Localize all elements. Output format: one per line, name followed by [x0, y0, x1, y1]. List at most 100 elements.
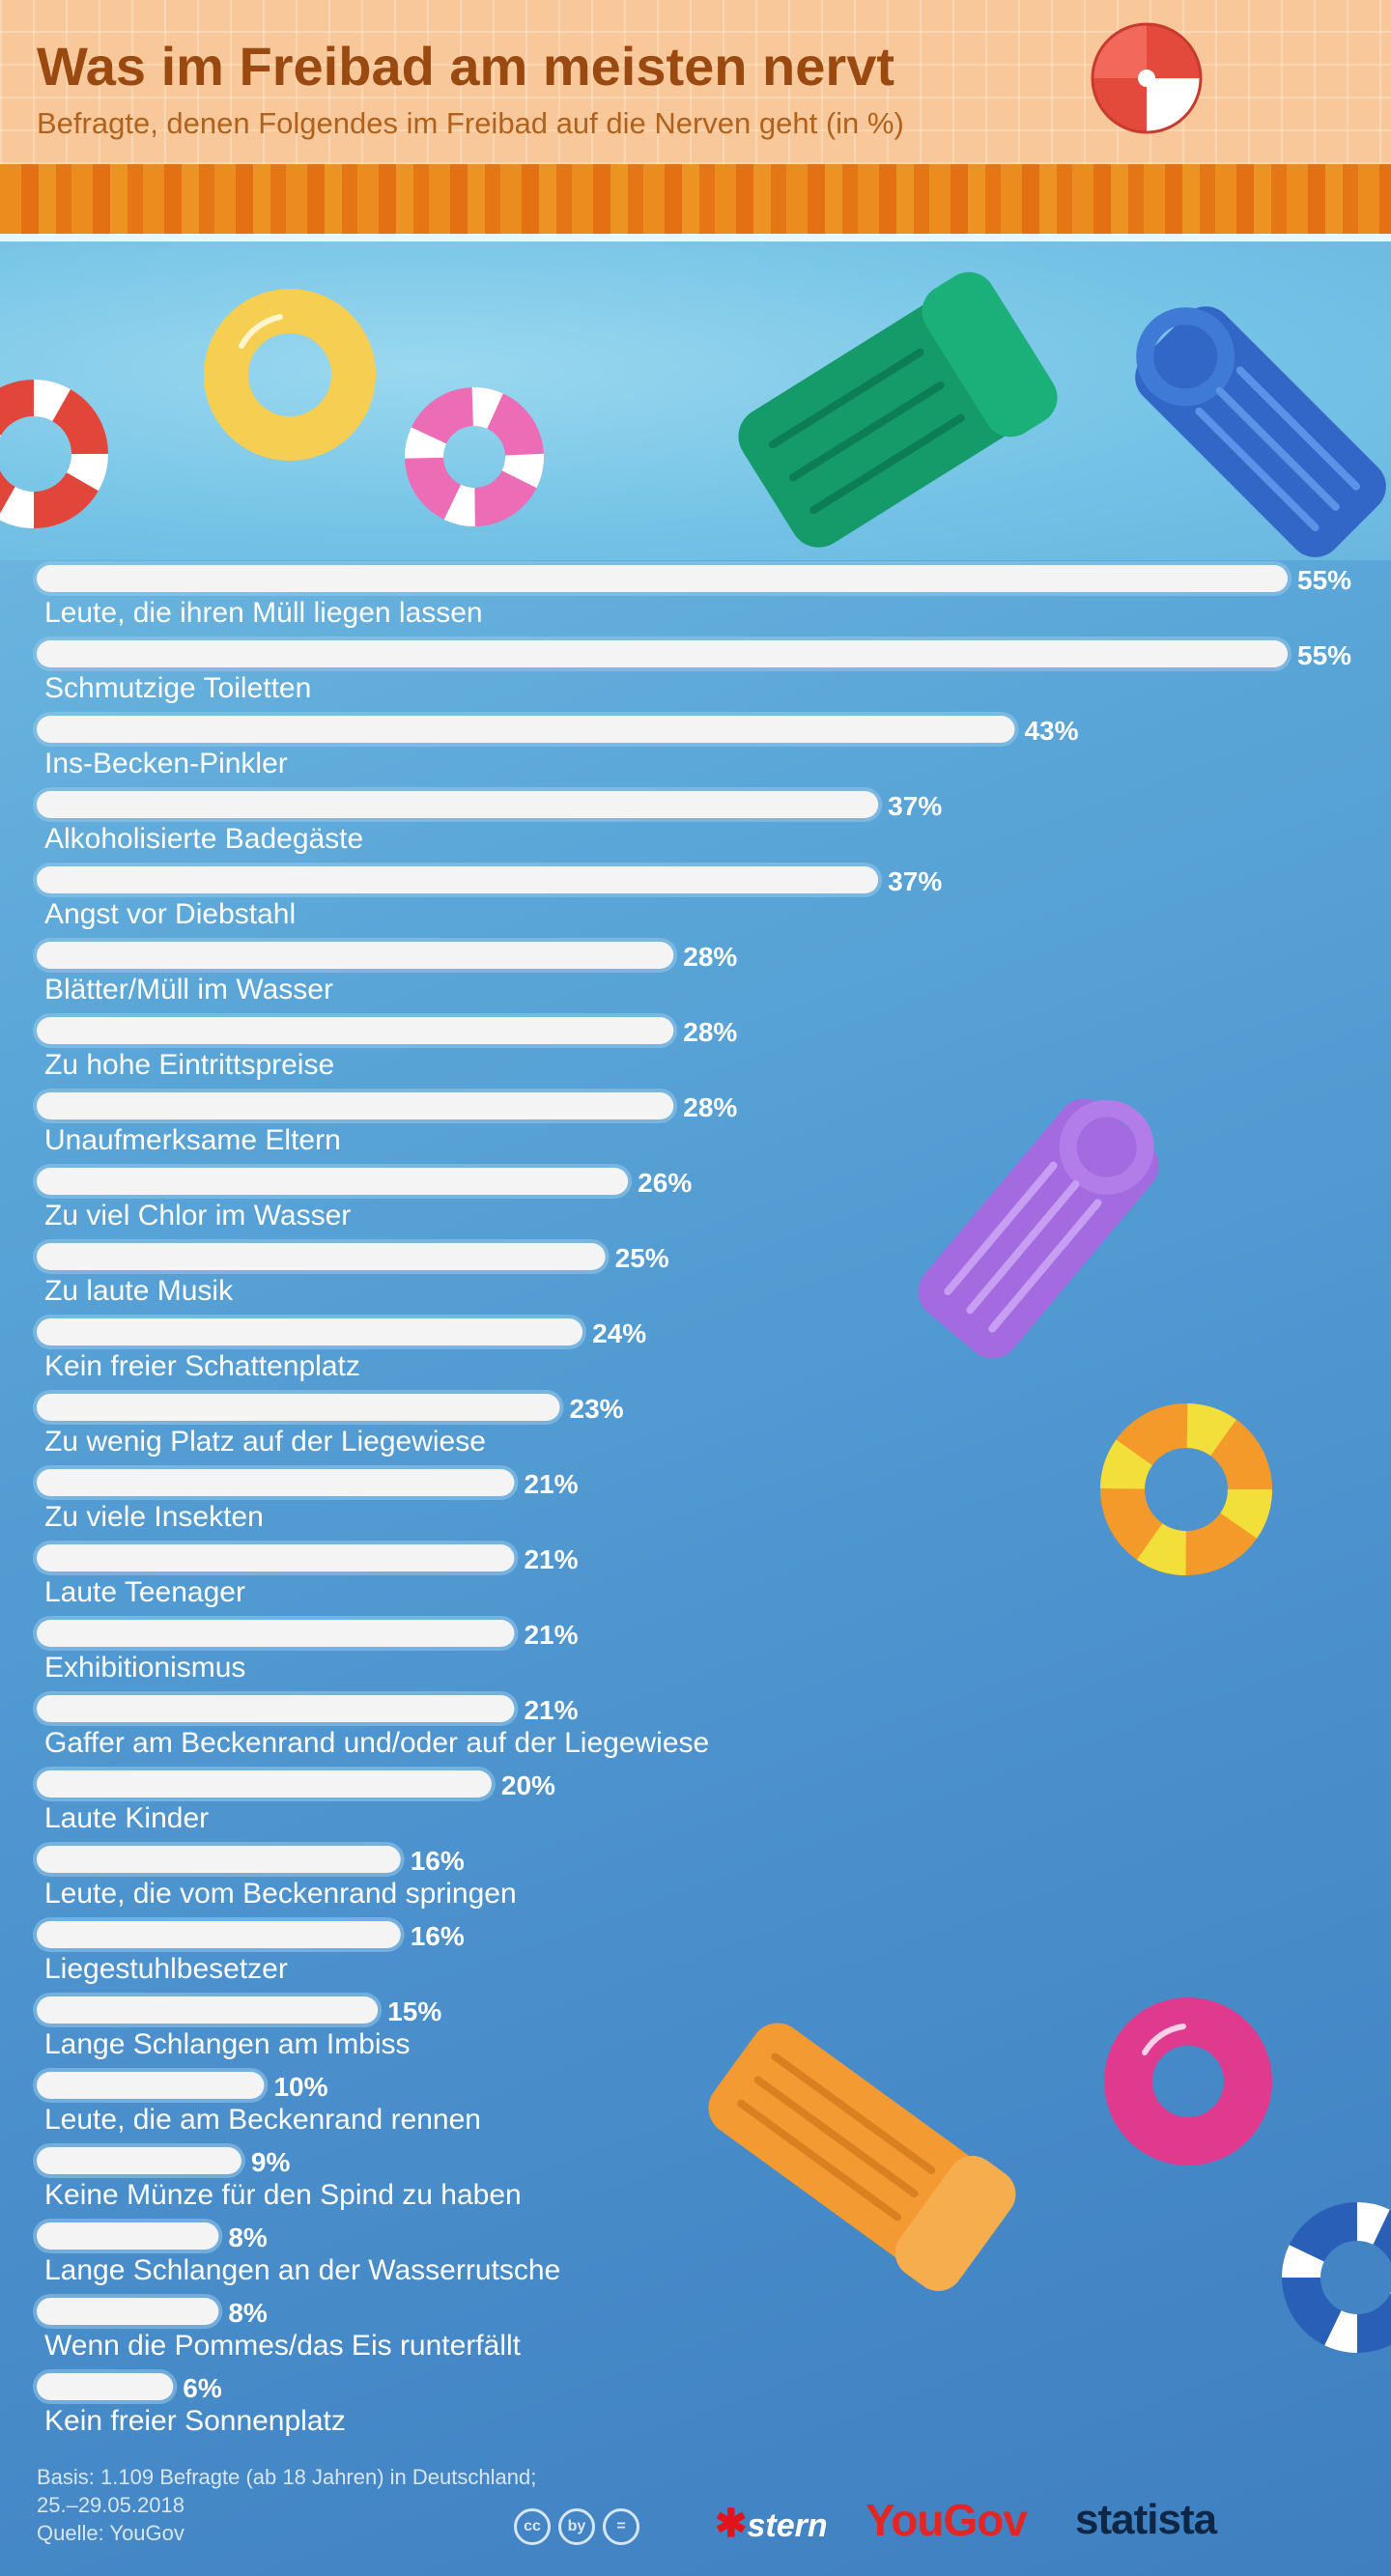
- category-label: Zu hohe Eintrittspreise: [44, 1049, 334, 1081]
- bar: [37, 1092, 674, 1119]
- bar-row: 20% Laute Kinder: [33, 1767, 555, 1834]
- bar: [37, 2298, 219, 2325]
- value-label: 16%: [411, 1846, 465, 1876]
- bar-row: 21% Zu viele Insekten: [33, 1465, 579, 1533]
- bar-row: 8%Lange Schlangen an der Wasserrutsche: [33, 2219, 560, 2286]
- bar-row: 28% Unaufmerksame Eltern: [33, 1089, 737, 1156]
- stern-logo: ✱stern: [715, 2502, 828, 2546]
- category-label: Exhibitionismus: [44, 1652, 245, 1684]
- value-label: 23%: [570, 1394, 624, 1424]
- bar: [37, 1770, 492, 1798]
- category-label: Zu viele Insekten: [44, 1501, 264, 1533]
- bar-row: 25% Zu laute Musik: [33, 1239, 669, 1307]
- category-label: Schmutzige Toiletten: [44, 672, 311, 704]
- bar: [37, 716, 1015, 743]
- bar: [37, 1168, 629, 1195]
- bar-row: 9%Keine Münze für den Spind zu haben: [33, 2143, 522, 2211]
- bar: [37, 1017, 674, 1044]
- value-label: 21%: [524, 1544, 578, 1574]
- bar-row: 28% Zu hohe Eintrittspreise: [33, 1013, 737, 1081]
- bar-row: 8%Wenn die Pommes/das Eis runterfällt: [33, 2294, 522, 2362]
- bar-row: 21%Gaffer am Beckenrand und/oder auf der…: [33, 1691, 709, 1759]
- value-label: 6%: [183, 2373, 222, 2403]
- bar: [37, 2147, 241, 2174]
- bar-row: 55% Schmutzige Toiletten: [33, 637, 1351, 704]
- bar-row: 21% Exhibitionismus: [33, 1616, 579, 1684]
- category-label: Laute Kinder: [44, 1802, 209, 1834]
- swim-ring-red-icon: [0, 380, 108, 528]
- swim-ring-pink-icon: [405, 387, 544, 526]
- category-label: Blätter/Müll im Wasser: [44, 974, 333, 1005]
- category-label: Laute Teenager: [44, 1576, 245, 1608]
- bar: [37, 1996, 379, 2024]
- stern-logo-text: stern: [747, 2507, 828, 2544]
- value-label: 8%: [228, 2298, 268, 2328]
- air-mattress-purple-icon: [918, 1098, 1159, 1359]
- value-label: 21%: [524, 1620, 578, 1650]
- swim-ring-blue-icon: [1282, 2202, 1391, 2353]
- category-label: Leute, die am Beckenrand rennen: [44, 2104, 481, 2136]
- category-label: Kein freier Schattenplatz: [44, 1350, 360, 1382]
- bar: [37, 1921, 401, 1948]
- no-derivatives-icon: =: [603, 2508, 639, 2545]
- bar: [37, 2222, 219, 2250]
- category-label: Alkoholisierte Badegäste: [44, 823, 363, 855]
- bar-row: 21% Laute Teenager: [33, 1541, 579, 1608]
- cc-icon: cc: [514, 2508, 551, 2545]
- value-label: 25%: [615, 1243, 669, 1273]
- bar: [37, 1620, 515, 1647]
- value-label: 55%: [1297, 565, 1351, 595]
- swim-ring-magenta-icon: [1104, 1997, 1272, 2166]
- bar: [37, 640, 1288, 667]
- chart-subtitle: Befragte, denen Folgendes im Freibad auf…: [37, 106, 904, 140]
- bar: [37, 866, 879, 893]
- air-mattress-green-icon: [738, 271, 1058, 548]
- category-label: Kein freier Sonnenplatz: [44, 2405, 346, 2437]
- statista-logo: statista: [1075, 2496, 1217, 2543]
- pool-tiles: [0, 164, 1391, 234]
- category-label: Wenn die Pommes/das Eis runterfällt: [44, 2330, 522, 2362]
- bar-chart: 55% Leute, die ihren Müll liegen lassen 55…: [33, 561, 1351, 2437]
- bar-row: 15%Lange Schlangen am Imbiss: [33, 1993, 441, 2060]
- swim-ring-yellow-icon: [204, 289, 376, 461]
- value-label: 28%: [683, 1092, 737, 1122]
- category-label: Keine Münze für den Spind zu haben: [44, 2179, 522, 2211]
- bar-row: 37% Alkoholisierte Badegäste: [33, 787, 942, 855]
- attribution-icon: by: [558, 2508, 595, 2545]
- bar-row: 10%Leute, die am Beckenrand rennen: [33, 2068, 481, 2136]
- beach-ball-icon: [1091, 22, 1203, 134]
- bar-row: 23% Zu wenig Platz auf der Liegewiese: [33, 1390, 624, 1458]
- category-label: Zu viel Chlor im Wasser: [44, 1200, 351, 1231]
- category-label: Leute, die ihren Müll liegen lassen: [44, 597, 483, 629]
- value-label: 10%: [273, 2072, 327, 2102]
- category-label: Angst vor Diebstahl: [44, 898, 296, 930]
- category-label: Unaufmerksame Eltern: [44, 1124, 341, 1156]
- footer-notes: Basis: 1.109 Befragte (ab 18 Jahren) in …: [37, 2463, 536, 2547]
- category-label: Lange Schlangen am Imbiss: [44, 2028, 411, 2060]
- value-label: 26%: [638, 1168, 692, 1198]
- bar-row: 43% Ins-Becken-Pinkler: [33, 712, 1079, 779]
- bar: [37, 1318, 583, 1345]
- bar: [37, 1544, 515, 1571]
- value-label: 37%: [888, 791, 942, 821]
- value-label: 15%: [387, 1996, 441, 2026]
- value-label: 21%: [524, 1469, 578, 1499]
- basis-note-line-1: Basis: 1.109 Befragte (ab 18 Jahren) in …: [37, 2465, 537, 2489]
- category-label: Lange Schlangen an der Wasserrutsche: [44, 2254, 560, 2286]
- bar: [37, 1243, 606, 1270]
- value-label: 24%: [592, 1318, 646, 1348]
- source-note: Quelle: YouGov: [37, 2521, 185, 2545]
- bar-row: 16%Leute, die vom Beckenrand springen: [33, 1842, 517, 1910]
- value-label: 37%: [888, 866, 942, 896]
- bar: [37, 1469, 515, 1496]
- bar: [37, 1846, 401, 1873]
- value-label: 16%: [411, 1921, 465, 1951]
- chart-title: Was im Freibad am meisten nervt: [37, 36, 894, 97]
- basis-note-line-2: 25.–29.05.2018: [37, 2493, 185, 2517]
- bar: [37, 565, 1288, 592]
- category-label: Liegestuhlbesetzer: [44, 1953, 288, 1985]
- value-label: 43%: [1024, 716, 1078, 746]
- value-label: 28%: [683, 942, 737, 972]
- bar-row: 24% Kein freier Schattenplatz: [33, 1315, 646, 1382]
